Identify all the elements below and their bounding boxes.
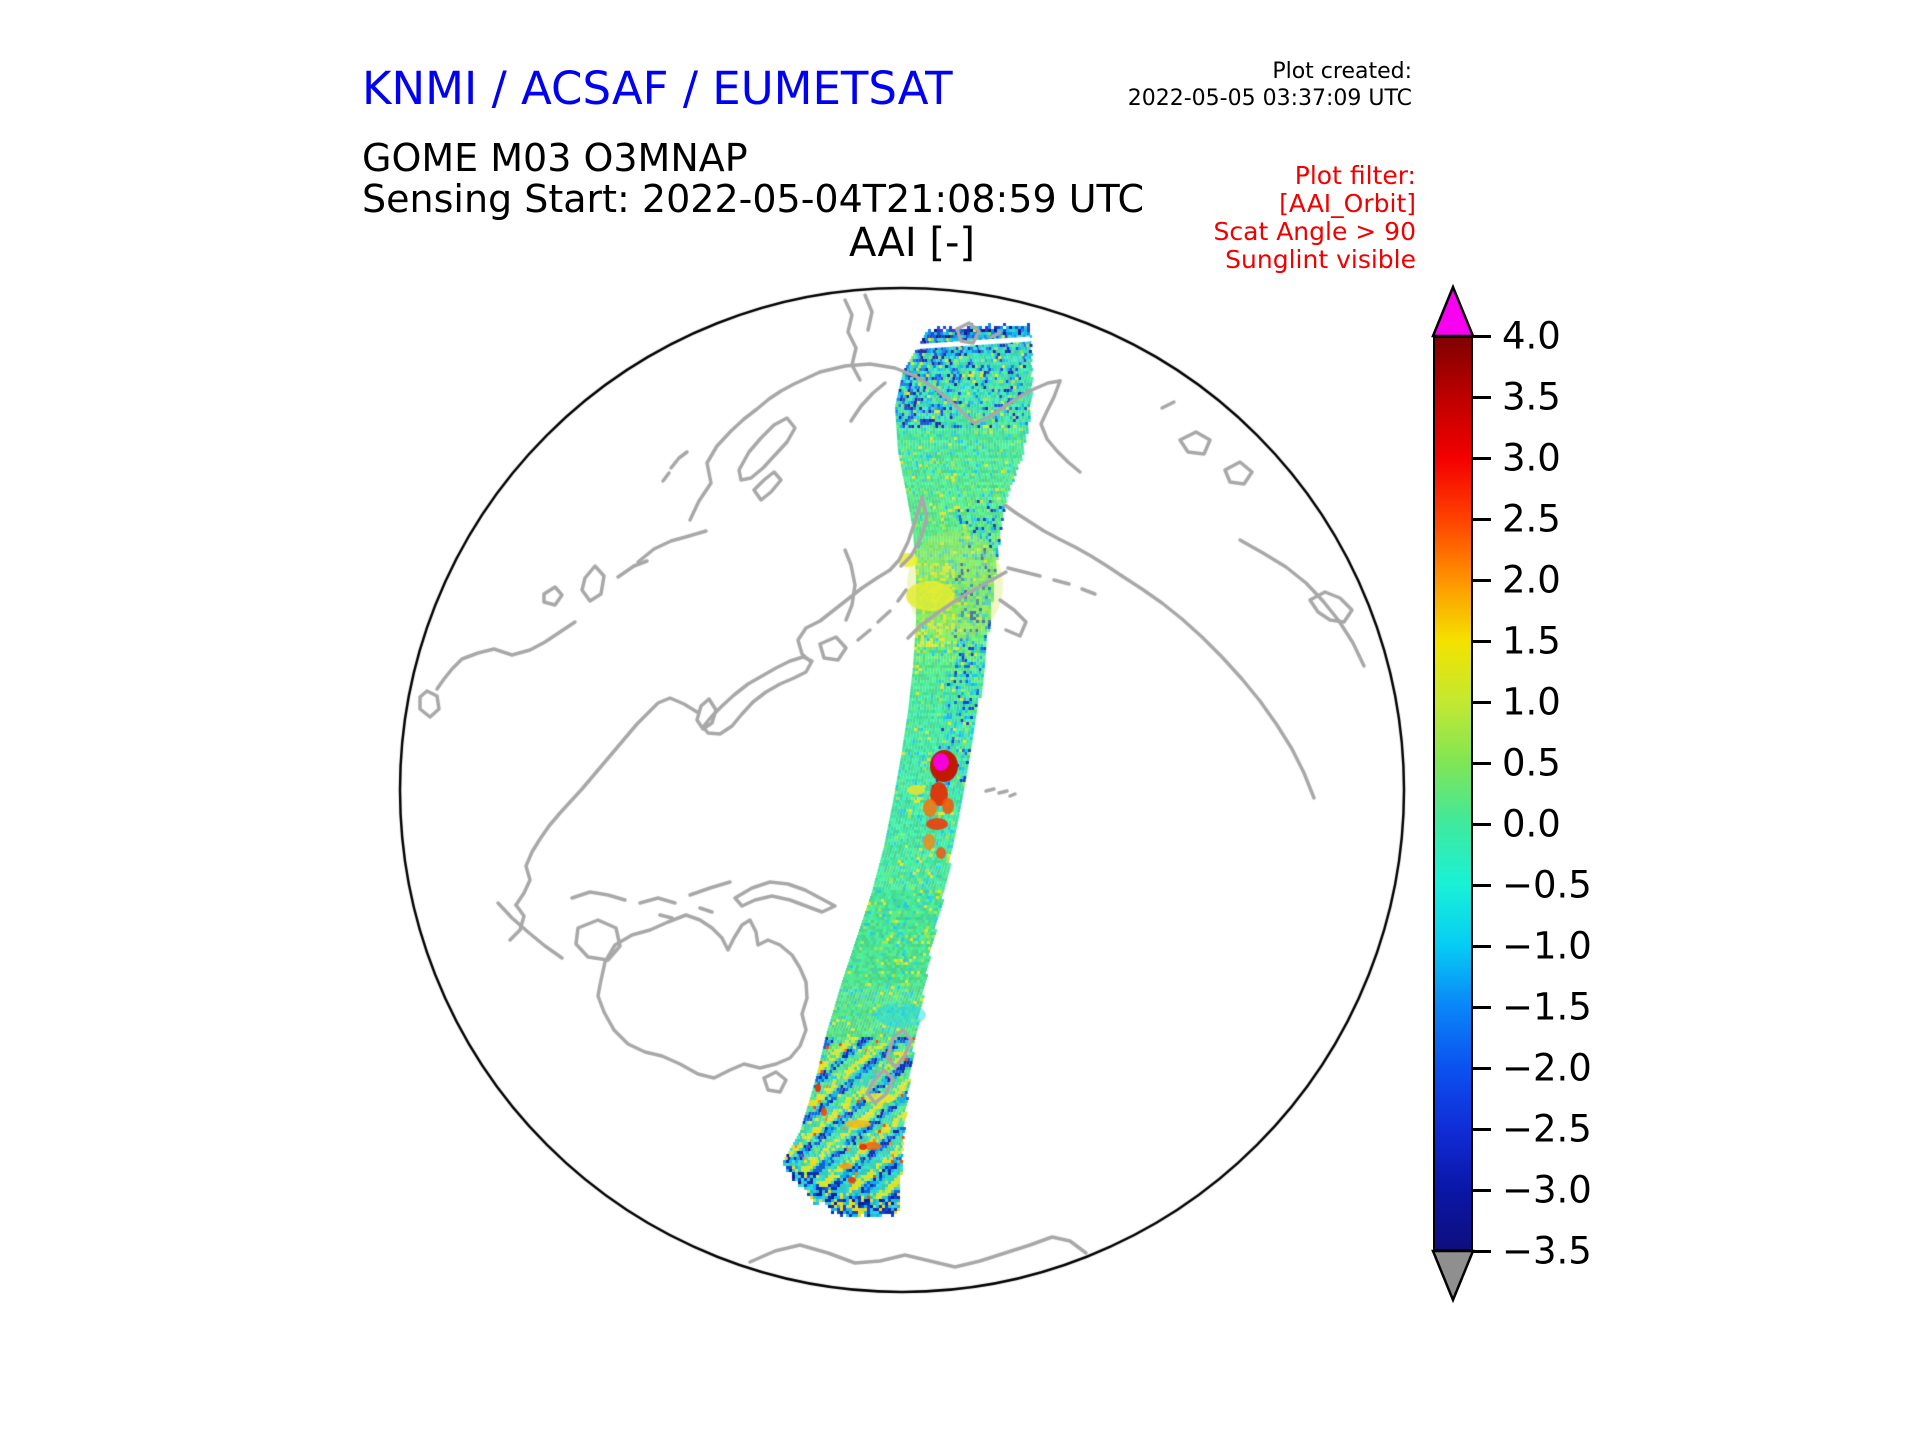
colorbar-tick — [1473, 456, 1491, 460]
plot-created-note: Plot created: 2022-05-05 03:37:09 UTC — [1128, 58, 1412, 112]
plot-filter-line: Plot filter: — [1294, 161, 1416, 190]
colorbar-tick — [1473, 578, 1491, 582]
colorbar-tick-label: −3.5 — [1502, 1229, 1592, 1273]
plot-filter-line: [AAI_Orbit] — [1279, 189, 1416, 218]
colorbar-tick-label: 4.0 — [1502, 314, 1561, 358]
plot-created-label: Plot created: — [1272, 59, 1412, 84]
colorbar-tick — [1473, 395, 1491, 399]
colorbar-tick — [1473, 761, 1491, 765]
colorbar-tick — [1473, 944, 1491, 948]
colorbar — [1433, 336, 1473, 1251]
colorbar-tick — [1473, 1249, 1491, 1253]
colorbar-tick-label: 2.5 — [1502, 497, 1561, 541]
colorbar-tick-label: −0.5 — [1502, 863, 1592, 907]
colorbar-tick-label: −3.0 — [1502, 1168, 1592, 1212]
plot-filter-note: Plot filter: [AAI_Orbit] Scat Angle > 90 Su… — [1214, 162, 1416, 274]
colorbar-tick — [1473, 822, 1491, 826]
colorbar-tick — [1473, 334, 1491, 338]
colorbar-tick-label: 1.5 — [1502, 619, 1561, 663]
colorbar-tick-label: 0.0 — [1502, 802, 1561, 846]
colorbar-tick — [1473, 1066, 1491, 1070]
colorbar-tick — [1473, 1005, 1491, 1009]
colorbar-tick — [1473, 517, 1491, 521]
colorbar-tick — [1473, 639, 1491, 643]
colorbar-tick-label: −2.0 — [1502, 1046, 1592, 1090]
colorbar-tick — [1473, 700, 1491, 704]
colorbar-tick-label: 2.0 — [1502, 558, 1561, 602]
colorbar-tick-label: 3.5 — [1502, 375, 1561, 419]
colorbar-tick — [1473, 1188, 1491, 1192]
agency-title: KNMI / ACSAF / EUMETSAT — [362, 62, 953, 115]
colorbar-tick-label: 3.0 — [1502, 436, 1561, 480]
colorbar-tick-label: −1.0 — [1502, 924, 1592, 968]
colorbar-tick-label: 0.5 — [1502, 741, 1561, 785]
colorbar-tick — [1473, 883, 1491, 887]
map-title: AAI [-] — [849, 220, 975, 266]
plot-created-value: 2022-05-05 03:37:09 UTC — [1127, 86, 1412, 111]
colorbar-tick-label: 1.0 — [1502, 680, 1561, 724]
colorbar-tick-label: −2.5 — [1502, 1107, 1592, 1151]
colorbar-tick-label: −1.5 — [1502, 985, 1592, 1029]
plot-filter-line: Scat Angle > 90 — [1213, 217, 1416, 246]
plot-filter-line: Sunglint visible — [1225, 245, 1416, 274]
sensing-start-label: Sensing Start: 2022-05-04T21:08:59 UTC — [362, 177, 1145, 221]
product-title: GOME M03 O3MNAP — [362, 136, 748, 180]
colorbar-tick — [1473, 1127, 1491, 1131]
